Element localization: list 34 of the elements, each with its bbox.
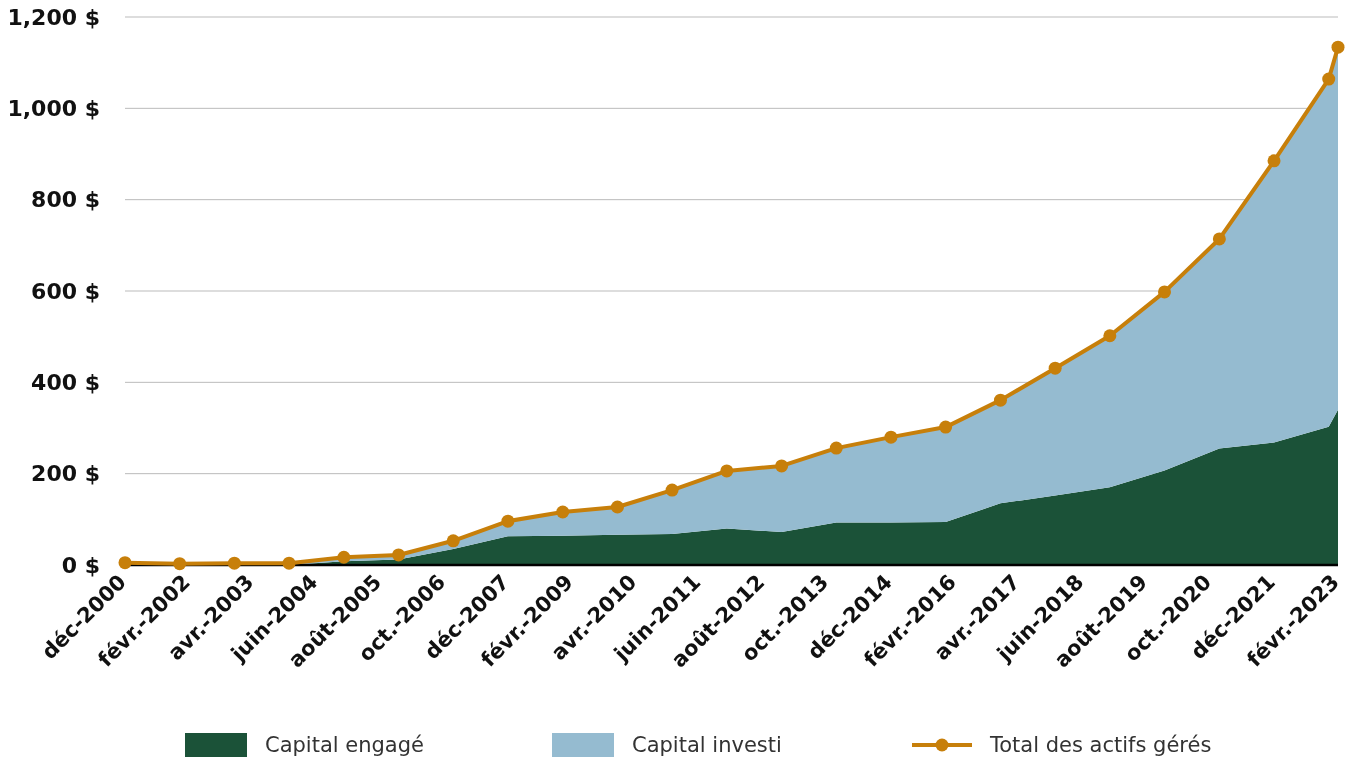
point bbox=[1103, 329, 1117, 343]
point bbox=[775, 459, 789, 473]
point bbox=[282, 556, 296, 570]
point bbox=[337, 550, 351, 564]
point bbox=[665, 483, 679, 497]
point bbox=[392, 548, 406, 562]
y-tick-label: 0 $ bbox=[61, 552, 100, 578]
point bbox=[720, 464, 734, 478]
point bbox=[829, 441, 843, 455]
point bbox=[610, 500, 624, 514]
point bbox=[118, 556, 132, 570]
point bbox=[446, 534, 460, 548]
point bbox=[556, 505, 570, 519]
legend-label: Capital engagé bbox=[265, 733, 424, 757]
y-tick-label: 1,200 $ bbox=[7, 4, 100, 30]
point bbox=[501, 514, 515, 528]
y-tick-label: 800 $ bbox=[31, 187, 100, 213]
point bbox=[884, 430, 898, 444]
point bbox=[939, 420, 953, 434]
point bbox=[1048, 361, 1062, 375]
point bbox=[1267, 154, 1281, 168]
y-tick-label: 1,000 $ bbox=[7, 96, 100, 122]
point bbox=[1322, 72, 1336, 86]
point bbox=[1212, 232, 1226, 246]
legend-label: Capital investi bbox=[632, 733, 782, 757]
y-tick-label: 200 $ bbox=[31, 461, 100, 487]
legend-label: Total des actifs gérés bbox=[989, 733, 1212, 757]
y-tick-label: 600 $ bbox=[31, 278, 100, 304]
point bbox=[1158, 285, 1172, 299]
point bbox=[993, 393, 1007, 407]
y-tick-label: 400 $ bbox=[31, 370, 100, 396]
point bbox=[227, 556, 241, 570]
point bbox=[1331, 40, 1345, 54]
point bbox=[173, 557, 187, 571]
